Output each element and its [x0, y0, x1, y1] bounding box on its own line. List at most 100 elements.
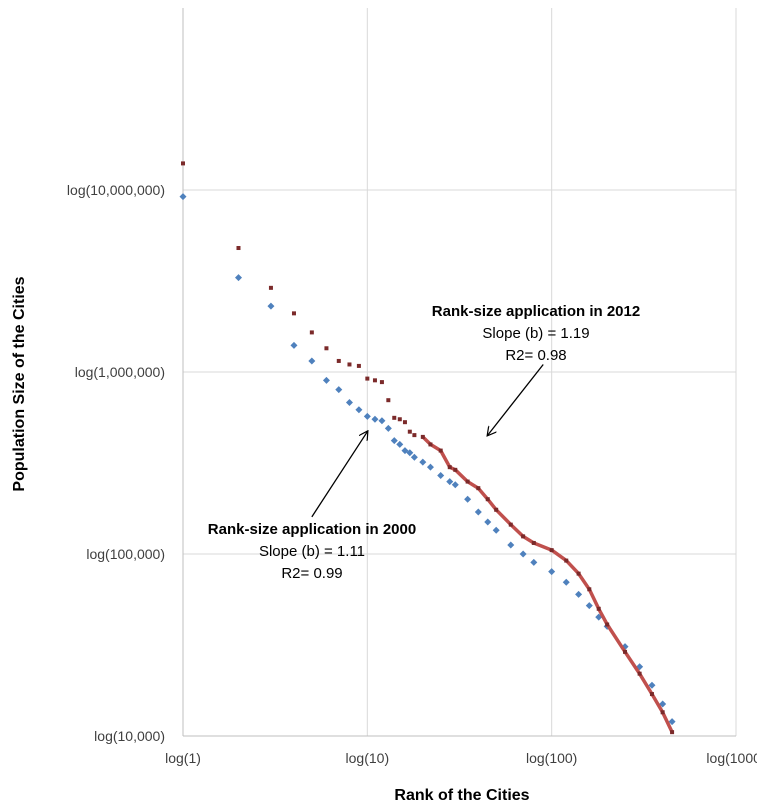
data-point [324, 346, 329, 351]
data-point [379, 380, 384, 385]
data-point [365, 376, 370, 381]
data-point [406, 449, 414, 457]
data-point [668, 718, 676, 726]
data-point [596, 606, 601, 611]
data-point [347, 362, 352, 367]
data-point [426, 463, 434, 471]
annotation-arrow [311, 432, 367, 518]
annotation-title: Rank-size application in 2000 [208, 521, 416, 538]
data-point [390, 437, 398, 445]
y-tick-label: log(1,000,000) [75, 364, 165, 380]
data-point [419, 458, 427, 466]
y-tick-label: log(10,000) [94, 728, 165, 744]
data-point [648, 681, 656, 689]
data-point [378, 417, 386, 425]
data-point [371, 415, 379, 423]
data-point [268, 285, 273, 290]
data-point [267, 302, 275, 310]
data-point [649, 692, 654, 697]
data-point [485, 497, 490, 502]
data-point [476, 486, 481, 491]
data-point [575, 590, 583, 598]
data-point [670, 730, 675, 735]
data-point [291, 311, 296, 316]
data-point [396, 440, 404, 448]
data-point [290, 341, 298, 349]
data-point [420, 434, 425, 439]
x-tick-labels: log(1) log(10) log(100) log(1000) [165, 750, 757, 766]
x-axis-title: Rank of the Cities [394, 787, 529, 804]
data-point [386, 398, 391, 403]
data-point [474, 508, 482, 516]
axes [182, 8, 736, 737]
data-point [356, 363, 361, 368]
data-point [438, 448, 443, 453]
series-2012 [181, 161, 675, 735]
data-point [465, 479, 470, 484]
data-point [392, 415, 397, 420]
annotation-line: Slope (b) = 1.19 [482, 325, 589, 342]
data-point [401, 447, 409, 455]
data-point [428, 442, 433, 447]
x-tick-label: log(1) [165, 750, 201, 766]
data-point [446, 478, 454, 486]
annotation-title: Rank-size application in 2012 [432, 303, 640, 320]
data-point [549, 548, 554, 553]
data-point [531, 540, 536, 545]
data-point [437, 471, 445, 479]
data-point [407, 429, 412, 434]
data-point [355, 406, 363, 414]
x-tick-label: log(1000) [706, 750, 757, 766]
data-point [410, 453, 418, 461]
data-point [397, 417, 402, 422]
data-point [548, 568, 556, 576]
x-tick-label: log(100) [526, 750, 577, 766]
data-point [659, 700, 667, 708]
data-point [345, 398, 353, 406]
data-point [530, 558, 538, 566]
data-point [660, 710, 665, 715]
data-point [335, 386, 343, 394]
data-point [562, 578, 570, 586]
data-point [623, 649, 628, 654]
data-point [507, 541, 515, 549]
data-point [236, 246, 241, 251]
annotation-line: R2= 0.99 [281, 565, 342, 582]
data-point [453, 467, 458, 472]
data-point [508, 522, 513, 527]
y-tick-labels: log(10,000) log(100,000) log(1,000,000) log… [67, 182, 165, 744]
data-point [637, 671, 642, 676]
y-tick-label: log(100,000) [86, 546, 165, 562]
data-point [372, 378, 377, 383]
data-point [384, 424, 392, 432]
y-axis-title: Population Size of the Cities [11, 276, 28, 491]
data-point [179, 193, 187, 201]
annotations: Rank-size application in 2012 Slope (b) =… [208, 303, 640, 582]
data-point [521, 534, 526, 539]
series-band [421, 435, 674, 733]
data-point [585, 602, 593, 610]
data-point [322, 376, 330, 384]
y-tick-label: log(10,000,000) [67, 182, 165, 198]
series-2000 [179, 193, 676, 726]
data-point [336, 358, 341, 363]
data-point [464, 495, 472, 503]
gridlines [183, 8, 737, 736]
data-point [402, 420, 407, 425]
data-point [605, 622, 610, 627]
data-point [519, 550, 527, 558]
data-point [576, 571, 581, 576]
data-point [447, 465, 452, 470]
data-point [412, 433, 417, 438]
data-point [587, 587, 592, 592]
data-point [564, 558, 569, 563]
data-point [181, 161, 185, 166]
data-point [492, 526, 500, 534]
data-point [234, 274, 242, 282]
data-point [484, 518, 492, 526]
annotation-line: R2= 0.98 [505, 347, 566, 364]
data-point [451, 481, 459, 489]
data-point [308, 357, 316, 365]
data-point [309, 330, 314, 335]
